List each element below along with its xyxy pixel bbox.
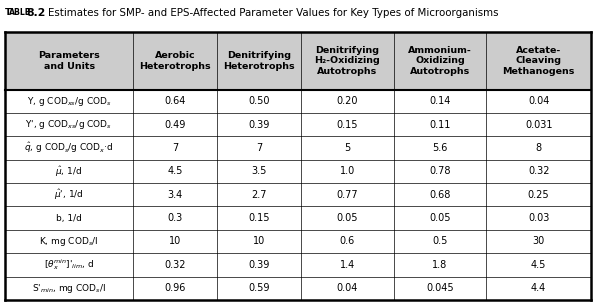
Text: 0.64: 0.64	[165, 96, 186, 106]
Text: K, mg COD$_s$/l: K, mg COD$_s$/l	[39, 235, 99, 248]
Bar	[5, 136, 591, 160]
Text: 2.7: 2.7	[251, 190, 267, 200]
Text: 8.2: 8.2	[26, 8, 46, 18]
Text: 0.03: 0.03	[528, 213, 549, 223]
Text: $\hat{q}$, g COD$_s$/g COD$_x$·d: $\hat{q}$, g COD$_s$/g COD$_x$·d	[24, 141, 114, 155]
Bar	[5, 230, 591, 253]
Text: 10: 10	[169, 237, 181, 247]
Text: 0.49: 0.49	[165, 120, 186, 130]
Text: 5: 5	[344, 143, 350, 153]
Text: 0.11: 0.11	[429, 120, 451, 130]
Bar	[5, 277, 591, 300]
Text: 0.3: 0.3	[168, 213, 183, 223]
Text: 3.5: 3.5	[251, 166, 267, 177]
Text: S'$_{min}$, mg COD$_s$/l: S'$_{min}$, mg COD$_s$/l	[32, 282, 106, 295]
Text: T: T	[5, 8, 11, 17]
Text: 7: 7	[256, 143, 262, 153]
Bar	[5, 113, 591, 136]
Text: 0.32: 0.32	[528, 166, 549, 177]
Text: 0.04: 0.04	[528, 96, 549, 106]
Bar	[5, 90, 591, 113]
Bar	[5, 253, 591, 277]
Text: 0.77: 0.77	[336, 190, 358, 200]
Text: 0.78: 0.78	[429, 166, 451, 177]
Text: Acetate-
Cleaving
Methanogens: Acetate- Cleaving Methanogens	[503, 46, 575, 76]
Text: 0.031: 0.031	[525, 120, 552, 130]
Text: Aerobic
Heterotrophs: Aerobic Heterotrophs	[140, 51, 211, 71]
Text: Y', g COD$_{xs}$/g COD$_s$: Y', g COD$_{xs}$/g COD$_s$	[26, 118, 113, 131]
Text: [$\theta_x^{min}$]$'_{lim}$, d: [$\theta_x^{min}$]$'_{lim}$, d	[44, 257, 94, 272]
Text: 10: 10	[253, 237, 265, 247]
Text: b, 1/d: b, 1/d	[56, 214, 82, 223]
Bar	[5, 207, 591, 230]
Text: 4.5: 4.5	[531, 260, 546, 270]
Text: Y, g COD$_{xs}$/g COD$_s$: Y, g COD$_{xs}$/g COD$_s$	[27, 95, 112, 108]
Text: 4.5: 4.5	[168, 166, 183, 177]
Text: $\hat{\mu}$, 1/d: $\hat{\mu}$, 1/d	[55, 164, 83, 179]
Text: 4.4: 4.4	[531, 283, 546, 293]
Text: 0.15: 0.15	[336, 120, 358, 130]
Text: Denitrifying
Heterotrophs: Denitrifying Heterotrophs	[223, 51, 295, 71]
Text: 0.25: 0.25	[528, 190, 549, 200]
Text: 0.20: 0.20	[336, 96, 358, 106]
Text: 0.15: 0.15	[248, 213, 270, 223]
Text: 3.4: 3.4	[168, 190, 183, 200]
Bar	[5, 160, 591, 183]
Text: 0.045: 0.045	[426, 283, 454, 293]
Text: 0.59: 0.59	[248, 283, 270, 293]
Text: 0.05: 0.05	[336, 213, 358, 223]
Text: 0.6: 0.6	[340, 237, 355, 247]
Text: 0.50: 0.50	[248, 96, 270, 106]
Text: 0.39: 0.39	[248, 120, 270, 130]
Text: 0.39: 0.39	[248, 260, 270, 270]
Text: 5.6: 5.6	[432, 143, 448, 153]
Text: Ammonium-
Oxidizing
Autotrophs: Ammonium- Oxidizing Autotrophs	[408, 46, 472, 76]
Text: 8: 8	[536, 143, 542, 153]
Text: ABLE: ABLE	[8, 8, 31, 17]
Text: 0.05: 0.05	[429, 213, 451, 223]
Text: Estimates for SMP- and EPS-Affected Parameter Values for Key Types of Microorgan: Estimates for SMP- and EPS-Affected Para…	[48, 8, 498, 18]
Text: 1.8: 1.8	[432, 260, 448, 270]
Text: 0.68: 0.68	[429, 190, 451, 200]
Text: 7: 7	[172, 143, 178, 153]
Text: 1.4: 1.4	[340, 260, 355, 270]
Text: 0.5: 0.5	[432, 237, 448, 247]
Text: 0.14: 0.14	[429, 96, 451, 106]
Text: 0.04: 0.04	[337, 283, 358, 293]
Text: Parameters
and Units: Parameters and Units	[38, 51, 100, 71]
Text: $\hat{\mu}$', 1/d: $\hat{\mu}$', 1/d	[54, 188, 84, 202]
Text: 0.96: 0.96	[165, 283, 186, 293]
Text: Denitrifying
H₂-Oxidizing
Autotrophs: Denitrifying H₂-Oxidizing Autotrophs	[314, 46, 380, 76]
Bar	[5, 183, 591, 207]
Bar	[5, 32, 591, 90]
Text: 30: 30	[533, 237, 545, 247]
Text: 1.0: 1.0	[340, 166, 355, 177]
Text: 0.32: 0.32	[165, 260, 186, 270]
